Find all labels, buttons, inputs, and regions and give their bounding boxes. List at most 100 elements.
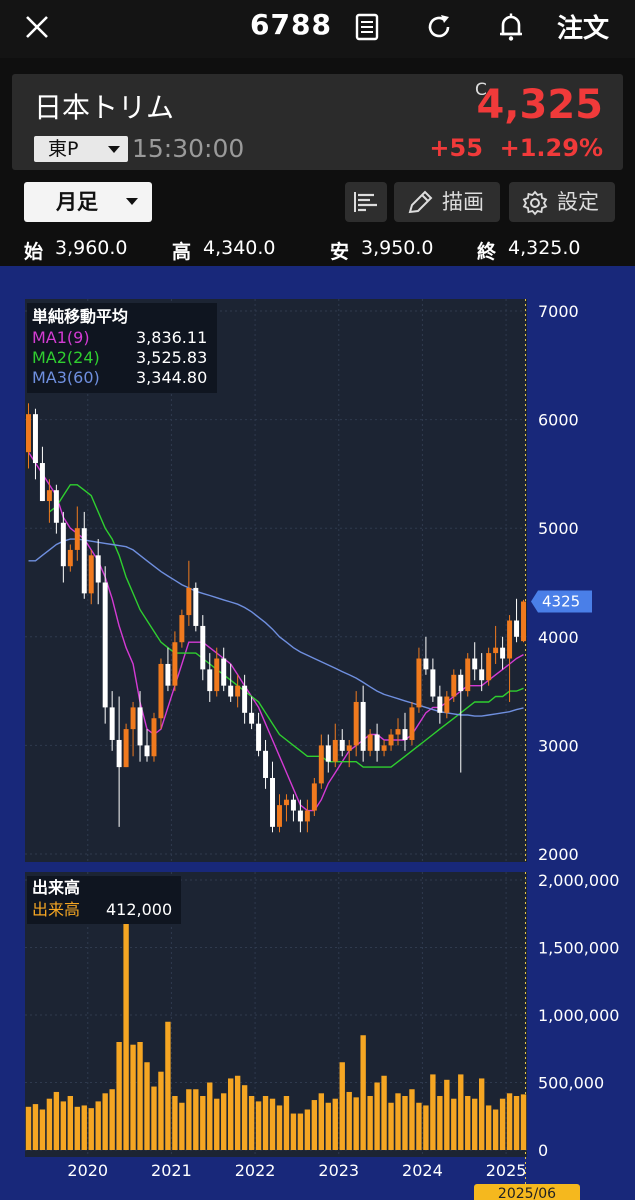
x-tick-label: 2021 (151, 1161, 192, 1180)
candle (235, 674, 241, 708)
stock-code: 6788 (250, 8, 332, 41)
candle-body (263, 750, 269, 778)
volume-bar (346, 1091, 352, 1150)
candle (67, 544, 73, 572)
candle (74, 506, 80, 561)
candle (500, 636, 506, 670)
volume-bar (465, 1096, 471, 1150)
candle-body (32, 414, 38, 464)
ma-legend-box (27, 303, 217, 393)
candle-body (277, 805, 282, 827)
indicator-button[interactable] (345, 182, 387, 222)
volume-series-name: 出来高 (32, 900, 80, 919)
current-price: 4,325 (476, 82, 603, 128)
candle (228, 663, 234, 702)
candle-body (116, 739, 122, 768)
candle-body (95, 555, 101, 583)
candle-body (367, 734, 373, 751)
candle-body (458, 674, 464, 692)
candle-body (249, 712, 255, 724)
volume-bar (409, 1089, 415, 1150)
candle-body (53, 490, 59, 523)
candle-body (493, 647, 499, 654)
candle-body (200, 625, 206, 670)
candle (186, 560, 192, 626)
volume-tick-label: 2,000,000 (538, 871, 619, 890)
order-button[interactable]: 注文 (556, 14, 609, 44)
low-label: 安 (330, 241, 350, 263)
candle-body (193, 587, 199, 626)
grid (25, 299, 527, 1184)
volume-bar (353, 1097, 359, 1150)
bell-icon[interactable] (494, 10, 528, 44)
candle-body (60, 522, 66, 567)
period-select[interactable]: 月足 (24, 182, 152, 222)
volume-bar (311, 1100, 318, 1150)
candle (458, 669, 464, 773)
volume-bar (255, 1101, 262, 1150)
candles (26, 403, 526, 833)
ma2-value: 3,525.83 (136, 348, 207, 367)
candle-body (332, 739, 338, 762)
candle (360, 685, 366, 762)
document-icon[interactable] (350, 10, 384, 44)
chevron-down-icon (108, 146, 120, 153)
candle (172, 631, 178, 692)
price-tick-label: 3000 (538, 736, 579, 755)
volume-bar (367, 1096, 373, 1150)
candle (81, 511, 87, 599)
x-tick-label: 2022 (235, 1161, 276, 1180)
market-select[interactable]: 東P (34, 136, 128, 162)
candle (53, 484, 59, 534)
candle (277, 794, 282, 833)
volume-bar (297, 1113, 304, 1150)
candle (200, 615, 206, 681)
volume-bar (102, 1093, 108, 1150)
candle-body (465, 658, 471, 692)
volume-bar (262, 1096, 269, 1150)
quote-panel: 日本トリム 東P 15:30:00 C 4,325 +55 +1.29% (12, 74, 623, 170)
candle (270, 761, 275, 833)
open-value: 3,960.0 (55, 237, 128, 259)
close-icon[interactable] (22, 12, 52, 42)
volume-bar (520, 1094, 527, 1150)
high-value: 4,340.0 (203, 237, 276, 259)
candle-body (339, 739, 345, 751)
volume-bar (416, 1102, 422, 1150)
axes: 7000 6000 5000 4000 3000 2000 2,000,000 1,500,0… (67, 302, 619, 1180)
chart-area[interactable]: 7000 6000 5000 4000 3000 2000 2,000,000 1,500,0… (0, 266, 635, 1200)
low-value: 3,950.0 (361, 237, 434, 259)
volume-tick-label: 500,000 (538, 1074, 604, 1093)
refresh-icon[interactable] (422, 10, 456, 44)
candle (46, 479, 52, 523)
volume-bar (109, 1089, 115, 1150)
ma-legend-title: 単純移動平均 (32, 307, 128, 326)
candlestick-chart[interactable]: 7000 6000 5000 4000 3000 2000 2,000,000 1,500,0… (0, 266, 635, 1200)
draw-button[interactable]: 描画 (394, 182, 500, 222)
candle (290, 794, 296, 822)
volume-bar (395, 1093, 401, 1150)
volume-bar (207, 1082, 213, 1150)
candle (137, 691, 143, 762)
candle-body (67, 549, 73, 567)
candle (367, 729, 373, 757)
volume-bar (374, 1082, 380, 1150)
candle-body (109, 707, 115, 740)
ma1-value: 3,836.11 (136, 328, 207, 347)
candle (144, 729, 150, 762)
volume-bar (444, 1079, 450, 1150)
volume-bar (269, 1098, 276, 1150)
volume-bar (234, 1075, 241, 1150)
candle (249, 696, 255, 730)
candle-body (430, 669, 436, 697)
candle (339, 729, 345, 757)
ma2-name: MA2(24) (32, 348, 100, 367)
candle (263, 739, 269, 789)
candle (395, 718, 401, 746)
top-bar: 6788 注文 (0, 0, 635, 58)
candle-body (290, 799, 296, 811)
candle-body (81, 528, 87, 594)
settings-button[interactable]: 設定 (509, 182, 615, 222)
candle (193, 582, 199, 632)
candle-body (207, 669, 213, 692)
